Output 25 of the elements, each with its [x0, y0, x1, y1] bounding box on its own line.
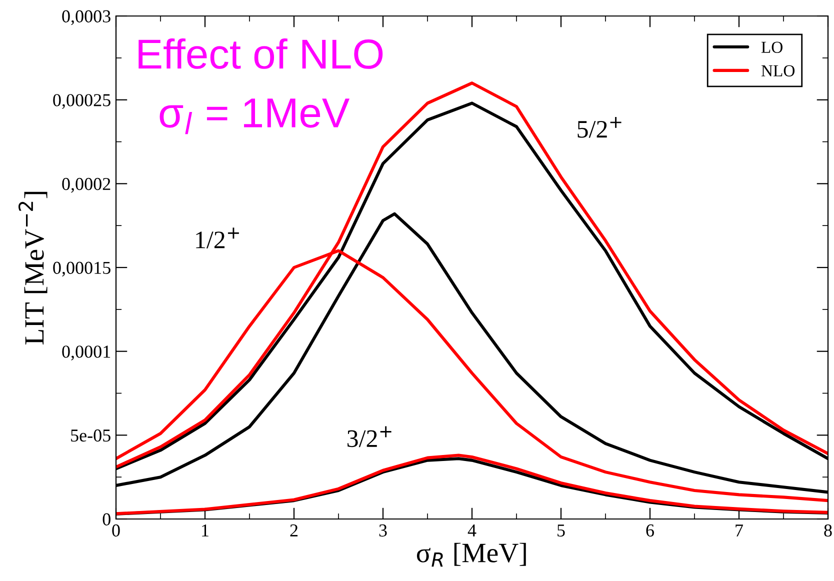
- annotation: 1/2$^{+}$: [196, 228, 239, 248]
- x-tick-label: 7: [736, 524, 743, 536]
- legend-label: NLO: [761, 65, 795, 76]
- x-axis-title: σ$_{R}$ [MeV]: [416, 542, 526, 567]
- y-tick-label: 0: [102, 513, 110, 526]
- y-tick-label: 0,00025: [53, 94, 110, 109]
- y-tick-label: 0,0002: [62, 178, 110, 193]
- y-tick-label: 0,00015: [53, 262, 110, 277]
- y-tick-label: 0,0001: [62, 346, 110, 360]
- x-tick-label: 1: [202, 524, 208, 536]
- x-tick-label: 4: [468, 524, 476, 536]
- annotation: 3/2$^{+}$: [348, 426, 392, 448]
- y-tick-label: 5e-05: [71, 429, 110, 442]
- x-tick-label: 2: [290, 524, 298, 536]
- x-tick-label: 3: [379, 524, 387, 537]
- legend-label: LO: [761, 42, 782, 53]
- x-tick-label: 0: [112, 524, 120, 537]
- y-tick-label: 0,0003: [62, 10, 110, 26]
- annotation: σ$_{l}$ = 1MeV: [160, 98, 350, 134]
- annotation: Effect of NLO: [138, 38, 383, 69]
- x-tick-label: 8: [824, 524, 832, 537]
- y-axis-title: LIT [MeV$^{−2}$]: [18, 192, 48, 344]
- x-tick-label: 5: [558, 524, 565, 537]
- annotation: 5/2$^{+}$: [578, 116, 622, 138]
- x-tick-label: 6: [646, 524, 654, 537]
